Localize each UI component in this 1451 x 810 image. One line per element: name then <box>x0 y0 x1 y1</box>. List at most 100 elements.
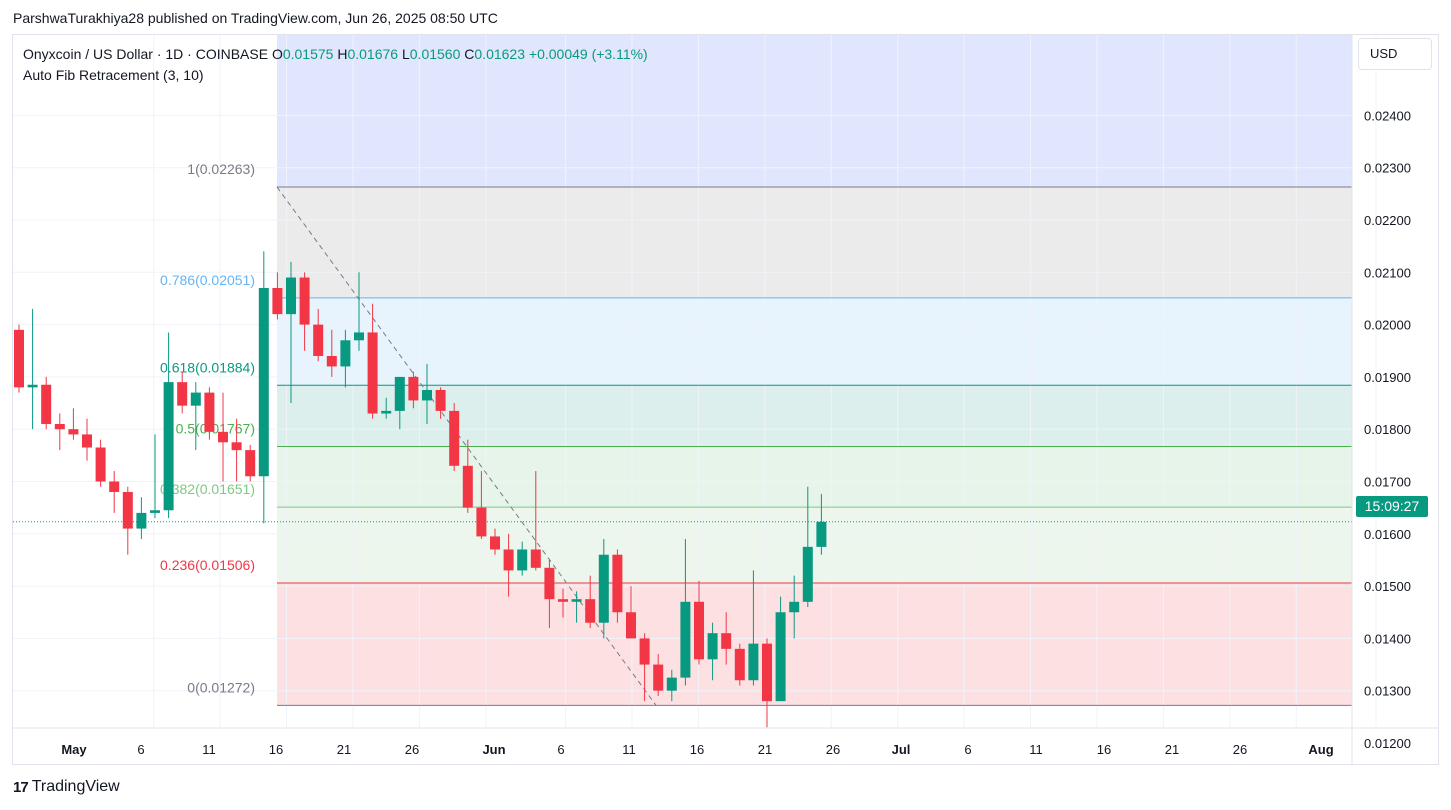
brand[interactable]: 17 TradingView <box>13 778 120 796</box>
candle-body <box>122 491 133 529</box>
time-tick-label: 6 <box>964 742 971 757</box>
candle-body <box>27 384 38 388</box>
candle-body <box>680 601 691 678</box>
price-tick-label: 0.01500 <box>1364 579 1411 594</box>
candle-body <box>367 332 378 414</box>
price-tick-label: 0.01800 <box>1364 422 1411 437</box>
price-tick-label: 0.01300 <box>1364 684 1411 699</box>
candle-body <box>109 481 120 492</box>
candle-body <box>422 389 432 401</box>
candle-body <box>14 329 24 388</box>
time-tick-label: 6 <box>557 742 564 757</box>
fib-level-label: 0(0.01272) <box>187 679 255 695</box>
fib-lines: 1(0.02263) 0.786(0.02051) 0.618(0.01884) 0.… <box>160 161 1352 706</box>
candle-body <box>408 376 419 401</box>
price-tick-label: 0.01900 <box>1364 370 1411 385</box>
candle-body <box>340 340 351 367</box>
tradingview-logo-icon: 17 <box>13 778 29 796</box>
brand-name: TradingView <box>31 778 120 795</box>
publisher-line: ParshwaTurakhiya28 published on TradingV… <box>13 10 498 26</box>
candle-body <box>95 447 106 482</box>
candle-body <box>789 601 800 613</box>
candle-body <box>204 392 215 432</box>
candle-body <box>326 355 337 367</box>
fib-zone <box>277 507 1352 583</box>
grid <box>13 35 1377 728</box>
candle-body <box>190 392 201 406</box>
candle-body <box>449 410 460 466</box>
fib-level-label: 0.382(0.01651) <box>160 481 255 497</box>
candle-body <box>544 567 555 600</box>
price-tick-label: 0.01700 <box>1364 475 1411 490</box>
candle-body <box>666 677 677 691</box>
time-tick-label: 11 <box>202 742 216 757</box>
candle-body <box>245 450 256 477</box>
candle-body <box>136 512 147 529</box>
candle-body <box>490 536 500 550</box>
time-tick-label: 26 <box>826 742 840 757</box>
candle-body <box>558 599 568 602</box>
price-tick-label: 0.02400 <box>1364 108 1411 123</box>
candle-body <box>707 633 718 660</box>
candle-body <box>612 554 623 613</box>
price-tick-label: 0.02000 <box>1364 318 1411 333</box>
candle-body <box>381 410 392 414</box>
candle-body <box>313 324 324 356</box>
candle-body <box>299 277 310 325</box>
candle-body <box>598 554 609 623</box>
fib-zone-top <box>277 35 1352 188</box>
fib-level-label: 0.786(0.02051) <box>160 272 255 288</box>
time-tick-label: 21 <box>1165 742 1179 757</box>
candle-body <box>762 643 772 702</box>
candle-body <box>258 287 269 477</box>
fib-zones <box>277 35 1352 706</box>
time-tick-label: May <box>61 742 87 757</box>
countdown-price-tag: 15:09:27 <box>1356 496 1428 517</box>
time-tick-label: 21 <box>337 742 351 757</box>
time-tick-label: 21 <box>758 742 772 757</box>
fib-level-label: 1(0.02263) <box>187 161 255 177</box>
candle-body <box>503 549 514 571</box>
price-tick-label: 0.01400 <box>1364 631 1411 646</box>
candle-body <box>435 389 446 411</box>
candle-body <box>231 442 242 451</box>
candle-body <box>177 382 188 406</box>
price-tick-label: 0.02300 <box>1364 161 1411 176</box>
candle-body <box>721 633 732 649</box>
price-tick-label: 0.02100 <box>1364 265 1411 280</box>
candle-body <box>748 643 759 681</box>
candle-body <box>354 332 364 341</box>
time-tick-label: 16 <box>269 742 283 757</box>
candle-body <box>775 612 786 702</box>
fib-zone <box>277 187 1352 298</box>
fib-level-label: 0.5(0.01767) <box>176 420 255 436</box>
candle-body <box>530 549 541 568</box>
price-tick-label: 0.01200 <box>1364 736 1411 751</box>
time-tick-label: Jun <box>482 742 505 757</box>
candle-body <box>734 648 745 681</box>
chart-frame <box>12 34 1439 765</box>
time-tick-label: 16 <box>1097 742 1111 757</box>
candle-body <box>286 277 296 315</box>
time-tick-label: 6 <box>137 742 144 757</box>
candle-body <box>82 434 92 448</box>
candle-body <box>639 638 650 665</box>
candle-body <box>41 384 52 424</box>
candle-body <box>802 546 813 602</box>
candle-body <box>150 510 160 513</box>
fib-zone <box>277 446 1352 508</box>
fib-level-label: 0.236(0.01506) <box>160 557 255 573</box>
candle-body <box>816 521 827 547</box>
candle-body <box>272 287 283 315</box>
currency-button[interactable]: USD <box>1358 38 1432 70</box>
time-tick-label: 26 <box>1233 742 1247 757</box>
candle-body <box>163 382 174 511</box>
candle-body <box>653 664 664 691</box>
candle-body <box>394 376 405 411</box>
time-axis: May 6 11 16 21 26 Jun 6 11 16 21 26 Jul 6 11 16 21 26 Aug <box>13 727 1438 757</box>
candle-body <box>694 601 704 660</box>
price-axis: 0.02400 0.02300 0.02200 0.02100 0.02000 0.019… <box>1351 35 1411 764</box>
price-tick-label: 0.01600 <box>1364 527 1411 542</box>
time-tick-label: Jul <box>892 742 911 757</box>
